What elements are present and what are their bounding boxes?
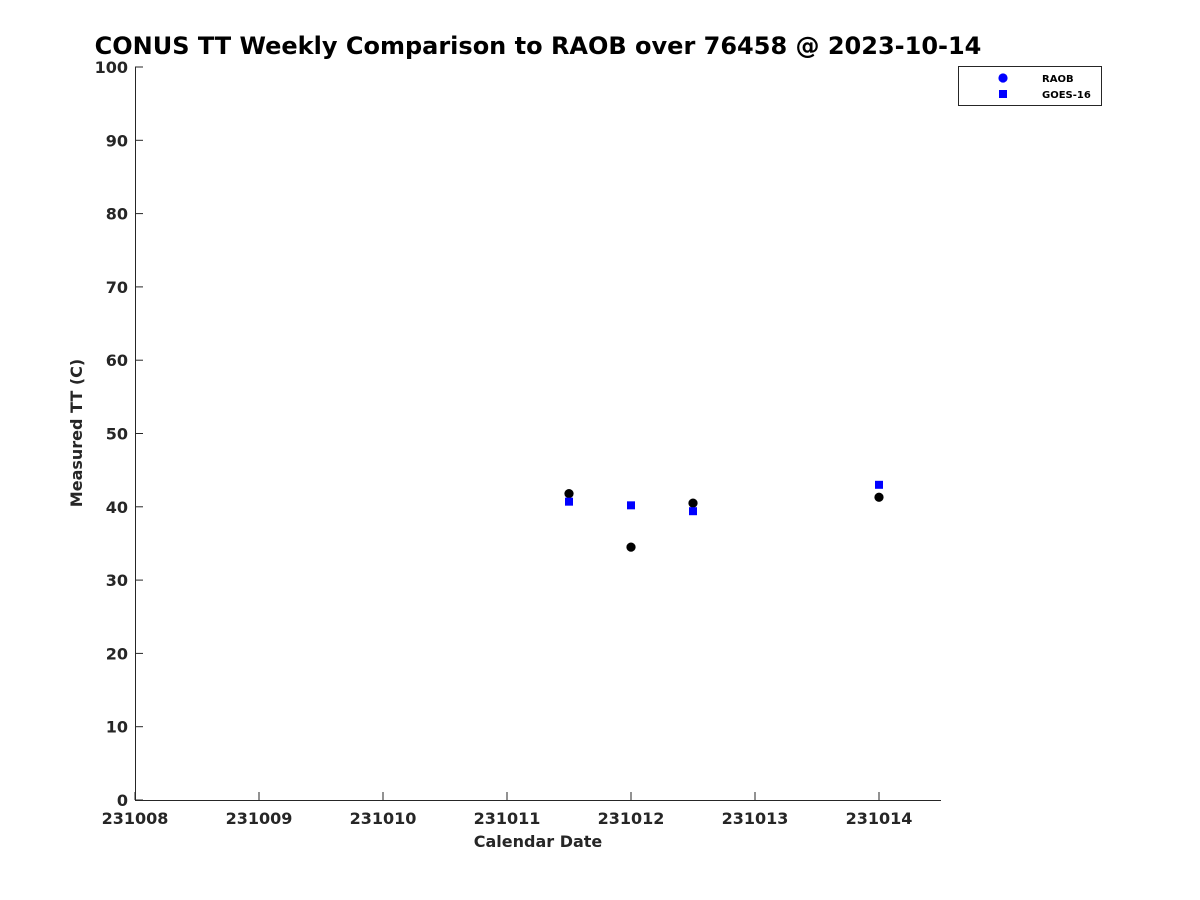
raob-point — [874, 492, 884, 502]
x-axis-label: Calendar Date — [474, 832, 603, 851]
legend-goes-16-label: GOES-16 — [1042, 90, 1091, 101]
plot-axes — [135, 67, 941, 801]
chart-title: CONUS TT Weekly Comparison to RAOB over … — [95, 32, 982, 60]
y-tick-label: 100 — [95, 58, 128, 77]
x-tick-label: 231009 — [226, 809, 293, 828]
y-axis-label: Measured TT (C) — [67, 359, 86, 507]
y-tick-label: 20 — [106, 644, 128, 663]
x-tick-label: 231010 — [350, 809, 417, 828]
y-tick-label: 80 — [106, 205, 128, 224]
legend-raob-label: RAOB — [1042, 74, 1074, 85]
raob-point — [564, 489, 574, 499]
goes-16-point — [689, 507, 697, 516]
y-tick-label: 70 — [106, 278, 128, 297]
raob-point — [626, 542, 636, 552]
y-tick-label: 60 — [106, 351, 128, 370]
y-ticks: 0 10 20 30 40 50 60 70 80 90 100 — [95, 58, 143, 810]
x-tick-label: 231013 — [722, 809, 789, 828]
y-tick-label: 10 — [106, 718, 128, 737]
raob-point — [688, 498, 698, 508]
goes-16-point — [875, 480, 883, 489]
y-tick-label: 30 — [106, 571, 128, 590]
x-tick-label: 231011 — [474, 809, 541, 828]
y-tick-label: 0 — [117, 791, 128, 810]
goes-16-point — [565, 497, 573, 506]
legend-raob-marker — [998, 73, 1008, 83]
y-tick-label: 40 — [106, 498, 128, 517]
legend-goes-16-marker — [999, 90, 1007, 98]
x-tick-label: 231012 — [598, 809, 665, 828]
y-tick-label: 90 — [106, 131, 128, 150]
legend-box — [958, 66, 1102, 106]
data-points — [564, 480, 884, 552]
x-tick-label: 231008 — [102, 809, 169, 828]
y-tick-label: 50 — [106, 425, 128, 444]
legend: RAOB GOES-16 — [958, 66, 1102, 106]
x-tick-label: 231014 — [846, 809, 913, 828]
x-ticks: 231008 231009 231010 231011 231012 231013 2310… — [102, 792, 913, 828]
goes-16-point — [627, 501, 635, 510]
